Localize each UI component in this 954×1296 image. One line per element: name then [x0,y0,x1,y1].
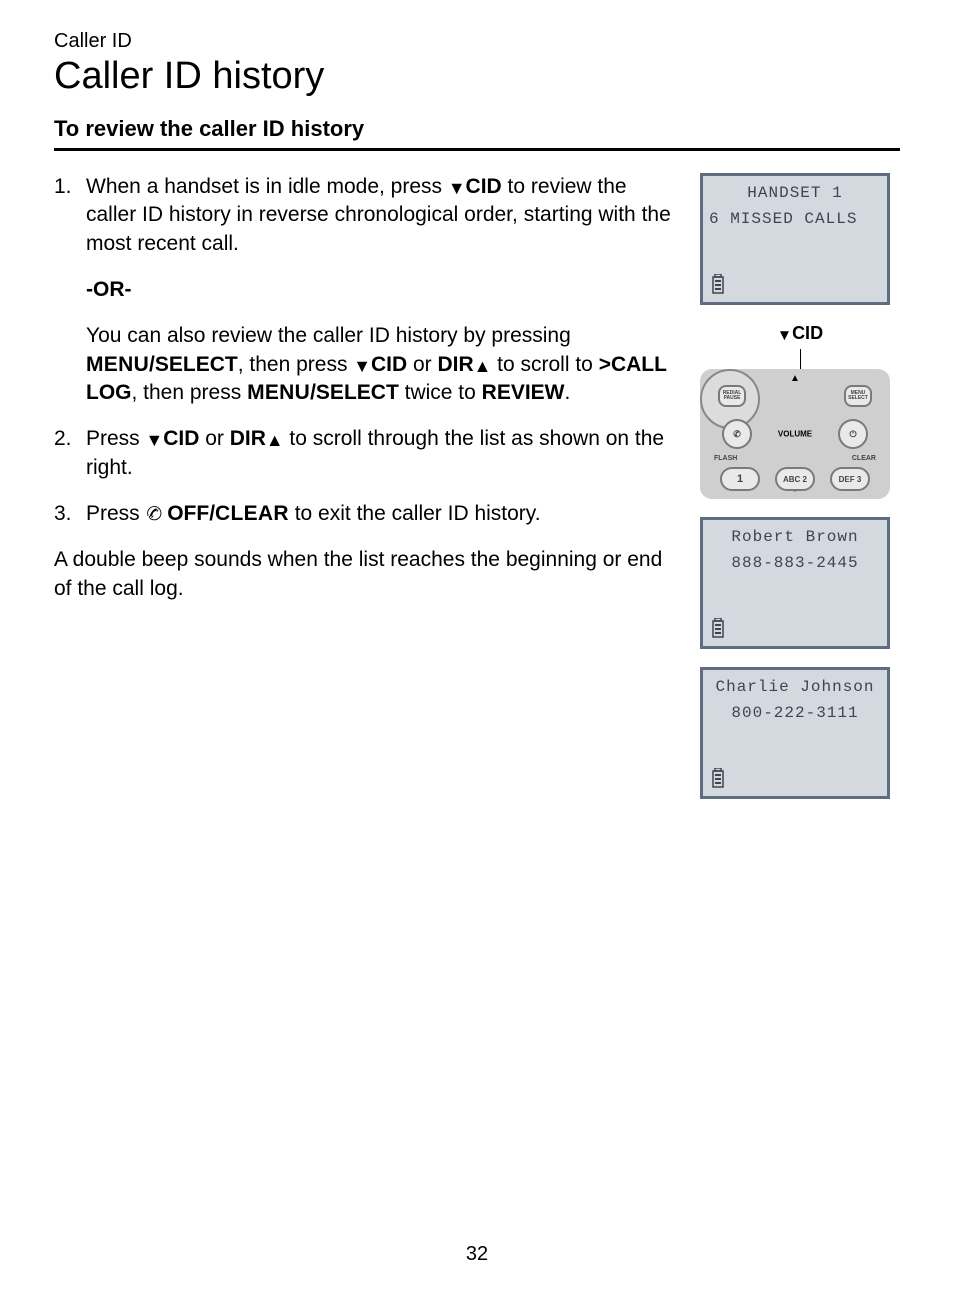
alt-instruction: You can also review the caller ID histor… [86,322,672,407]
step-number: 3. [54,500,86,528]
battery-icon [711,618,725,638]
page-number: 32 [0,1243,954,1266]
battery-icon [711,274,725,294]
button-label: MENU SELECT [848,391,868,401]
select-key-label: /SELECT [149,353,238,376]
step-number: 2. [54,425,86,482]
note-text: A double beep sounds when the list reach… [54,546,672,603]
clear-label: CLEAR [852,455,876,462]
volume-label: VOLUME [778,430,812,439]
key-3: DEF 3 [830,467,870,491]
manual-page: Caller ID Caller ID history To review th… [0,0,954,1296]
alt-text: , then press [238,353,354,376]
up-triangle-icon: ▲ [474,354,492,378]
menu-key-label: MENU [247,381,310,404]
instruction-column: 1. When a handset is in idle mode, press… [54,173,672,817]
up-arrow-icon: ▲ [790,373,800,384]
step-text: or [199,427,229,450]
alt-text: to scroll to [491,353,598,376]
redial-pause-button: REDIAL PAUSE [718,385,746,407]
down-triangle-icon: ▼ [777,327,792,345]
lcd-screen-entry-1: Robert Brown 888-883-2445 [700,517,890,649]
lcd-line: 800-222-3111 [703,696,887,722]
keypad-illustration: DIR ▲ VOLUME ▼ CID REDIAL PAUSE MENU SEL… [700,369,890,499]
step-2: 2. Press ▼CID or DIR▲ to scroll through … [54,425,672,482]
key-2: ABC 2 [775,467,815,491]
step-text: to exit the caller ID history. [289,502,541,525]
pointer-line [800,349,801,369]
step-text: Press [86,502,146,525]
step-number: 1. [54,173,86,258]
alt-text: or [407,353,437,376]
step-body: When a handset is in idle mode, press ▼C… [86,173,672,258]
page-title: Caller ID history [54,55,900,98]
down-triangle-icon: ▼ [448,176,466,200]
alt-text: twice to [399,381,482,404]
menu-key-label: MENU [86,353,149,376]
off-button: ⏻ [838,419,868,449]
lcd-line: Charlie Johnson [703,670,887,696]
cid-key-label: CID [466,175,502,198]
content-columns: 1. When a handset is in idle mode, press… [54,173,900,817]
lcd-line: HANDSET 1 [703,176,887,202]
step-text: When a handset is in idle mode, press [86,175,448,198]
cid-key-label: CID [163,427,199,450]
step-1: 1. When a handset is in idle mode, press… [54,173,672,258]
illustration-column: HANDSET 1 6 MISSED CALLS ▼CID DIR ▲ [700,173,900,817]
step-3: 3. Press ✆ OFF/CLEAR to exit the caller … [54,500,672,528]
alt-text: , then press [132,381,248,404]
or-separator: -OR- [86,276,672,304]
up-triangle-icon: ▲ [266,428,284,452]
step-body: Press ▼CID or DIR▲ to scroll through the… [86,425,672,482]
down-triangle-icon: ▼ [353,354,371,378]
lcd-screen-idle: HANDSET 1 6 MISSED CALLS [700,173,890,305]
lcd-line: Robert Brown [703,520,887,546]
step-text: Press [86,427,146,450]
phone-button: ✆ [722,419,752,449]
dir-key-label: DIR [230,427,266,450]
cid-pointer-label: ▼CID [700,323,900,345]
cid-text: CID [792,323,823,343]
alt-text: You can also review the caller ID histor… [86,324,571,347]
clear-key-label: CLEAR [215,502,289,525]
lcd-line: 6 MISSED CALLS [703,202,887,228]
select-key-label: /SELECT [310,381,399,404]
review-label: REVIEW [482,381,565,404]
lcd-line: 888-883-2445 [703,546,887,572]
down-triangle-icon: ▼ [146,428,164,452]
key-1: 1 [720,467,760,491]
menu-select-button: MENU SELECT [844,385,872,407]
flash-label: FLASH [714,455,737,462]
section-title: To review the caller ID history [54,116,900,151]
cid-key-label: CID [371,353,407,376]
step-list: 1. When a handset is in idle mode, press… [54,173,672,258]
breadcrumb: Caller ID [54,30,900,53]
alt-text: . [565,381,571,404]
step-list: 2. Press ▼CID or DIR▲ to scroll through … [54,425,672,528]
dir-key-label: DIR [437,353,473,376]
step-body: Press ✆ OFF/CLEAR to exit the caller ID … [86,500,672,528]
battery-icon [711,768,725,788]
lcd-screen-entry-2: Charlie Johnson 800-222-3111 [700,667,890,799]
button-label: REDIAL PAUSE [723,391,742,401]
off-key-label: OFF/ [167,502,215,525]
